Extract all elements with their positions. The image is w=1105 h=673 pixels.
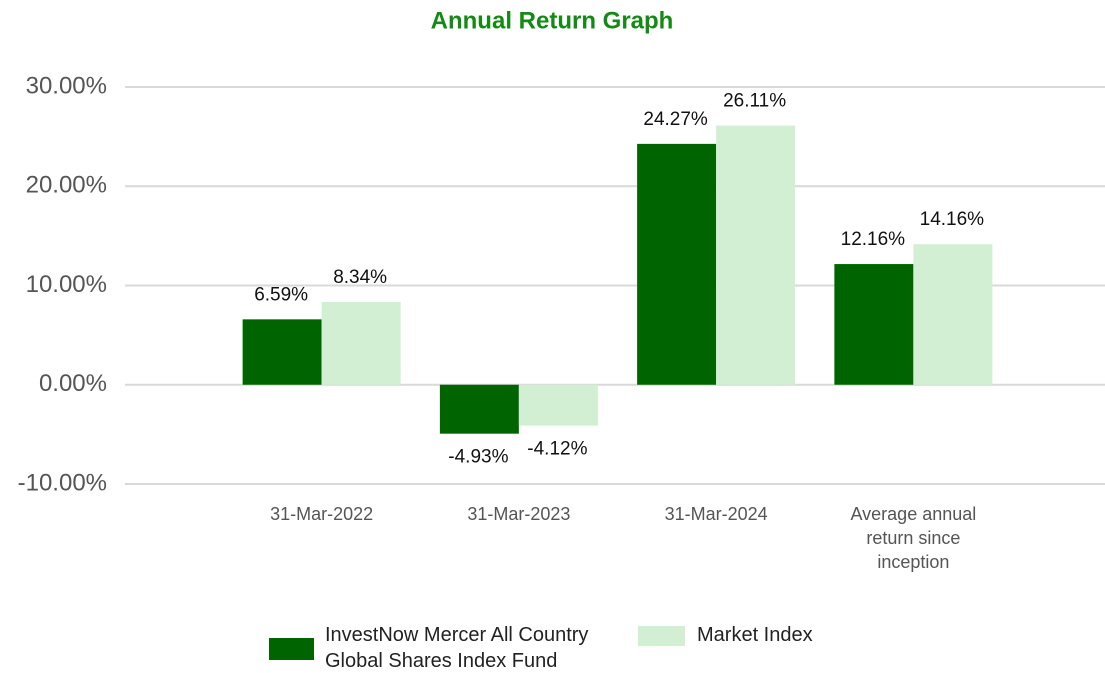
chart-title: Annual Return Graph: [431, 7, 674, 34]
legend-swatch: [638, 626, 685, 646]
bar: [913, 244, 993, 385]
legend-label: Market Index: [697, 624, 813, 646]
bar: [716, 125, 796, 385]
x-tick-label: Average annual return since inception: [850, 504, 977, 572]
data-label: -4.12%: [527, 439, 587, 460]
y-tick-label: 0.00%: [39, 370, 107, 397]
x-tick-label: 31-Mar-2024: [664, 504, 768, 524]
y-tick-label: 10.00%: [26, 271, 107, 298]
y-tick-label: -10.00%: [18, 469, 107, 496]
data-label: 14.16%: [920, 209, 985, 230]
bar: [321, 301, 401, 385]
data-label: 24.27%: [643, 109, 708, 130]
y-tick-label: 20.00%: [26, 172, 107, 199]
bar: [439, 384, 519, 434]
legend-swatch: [269, 638, 314, 660]
data-label: 8.34%: [333, 267, 387, 288]
bar: [518, 384, 598, 426]
bar: [834, 264, 914, 385]
data-label: -4.93%: [448, 447, 508, 468]
bar: [242, 319, 322, 385]
y-tick-label: 30.00%: [26, 72, 107, 99]
x-tick-label: 31-Mar-2022: [270, 504, 374, 524]
legend-label: InvestNow Mercer All Country Global Shar…: [325, 624, 589, 672]
data-label: 6.59%: [254, 284, 308, 305]
x-tick-label: 31-Mar-2023: [467, 504, 571, 524]
data-label: 26.11%: [723, 91, 786, 112]
data-label: 12.16%: [841, 229, 906, 250]
bar: [637, 143, 717, 385]
